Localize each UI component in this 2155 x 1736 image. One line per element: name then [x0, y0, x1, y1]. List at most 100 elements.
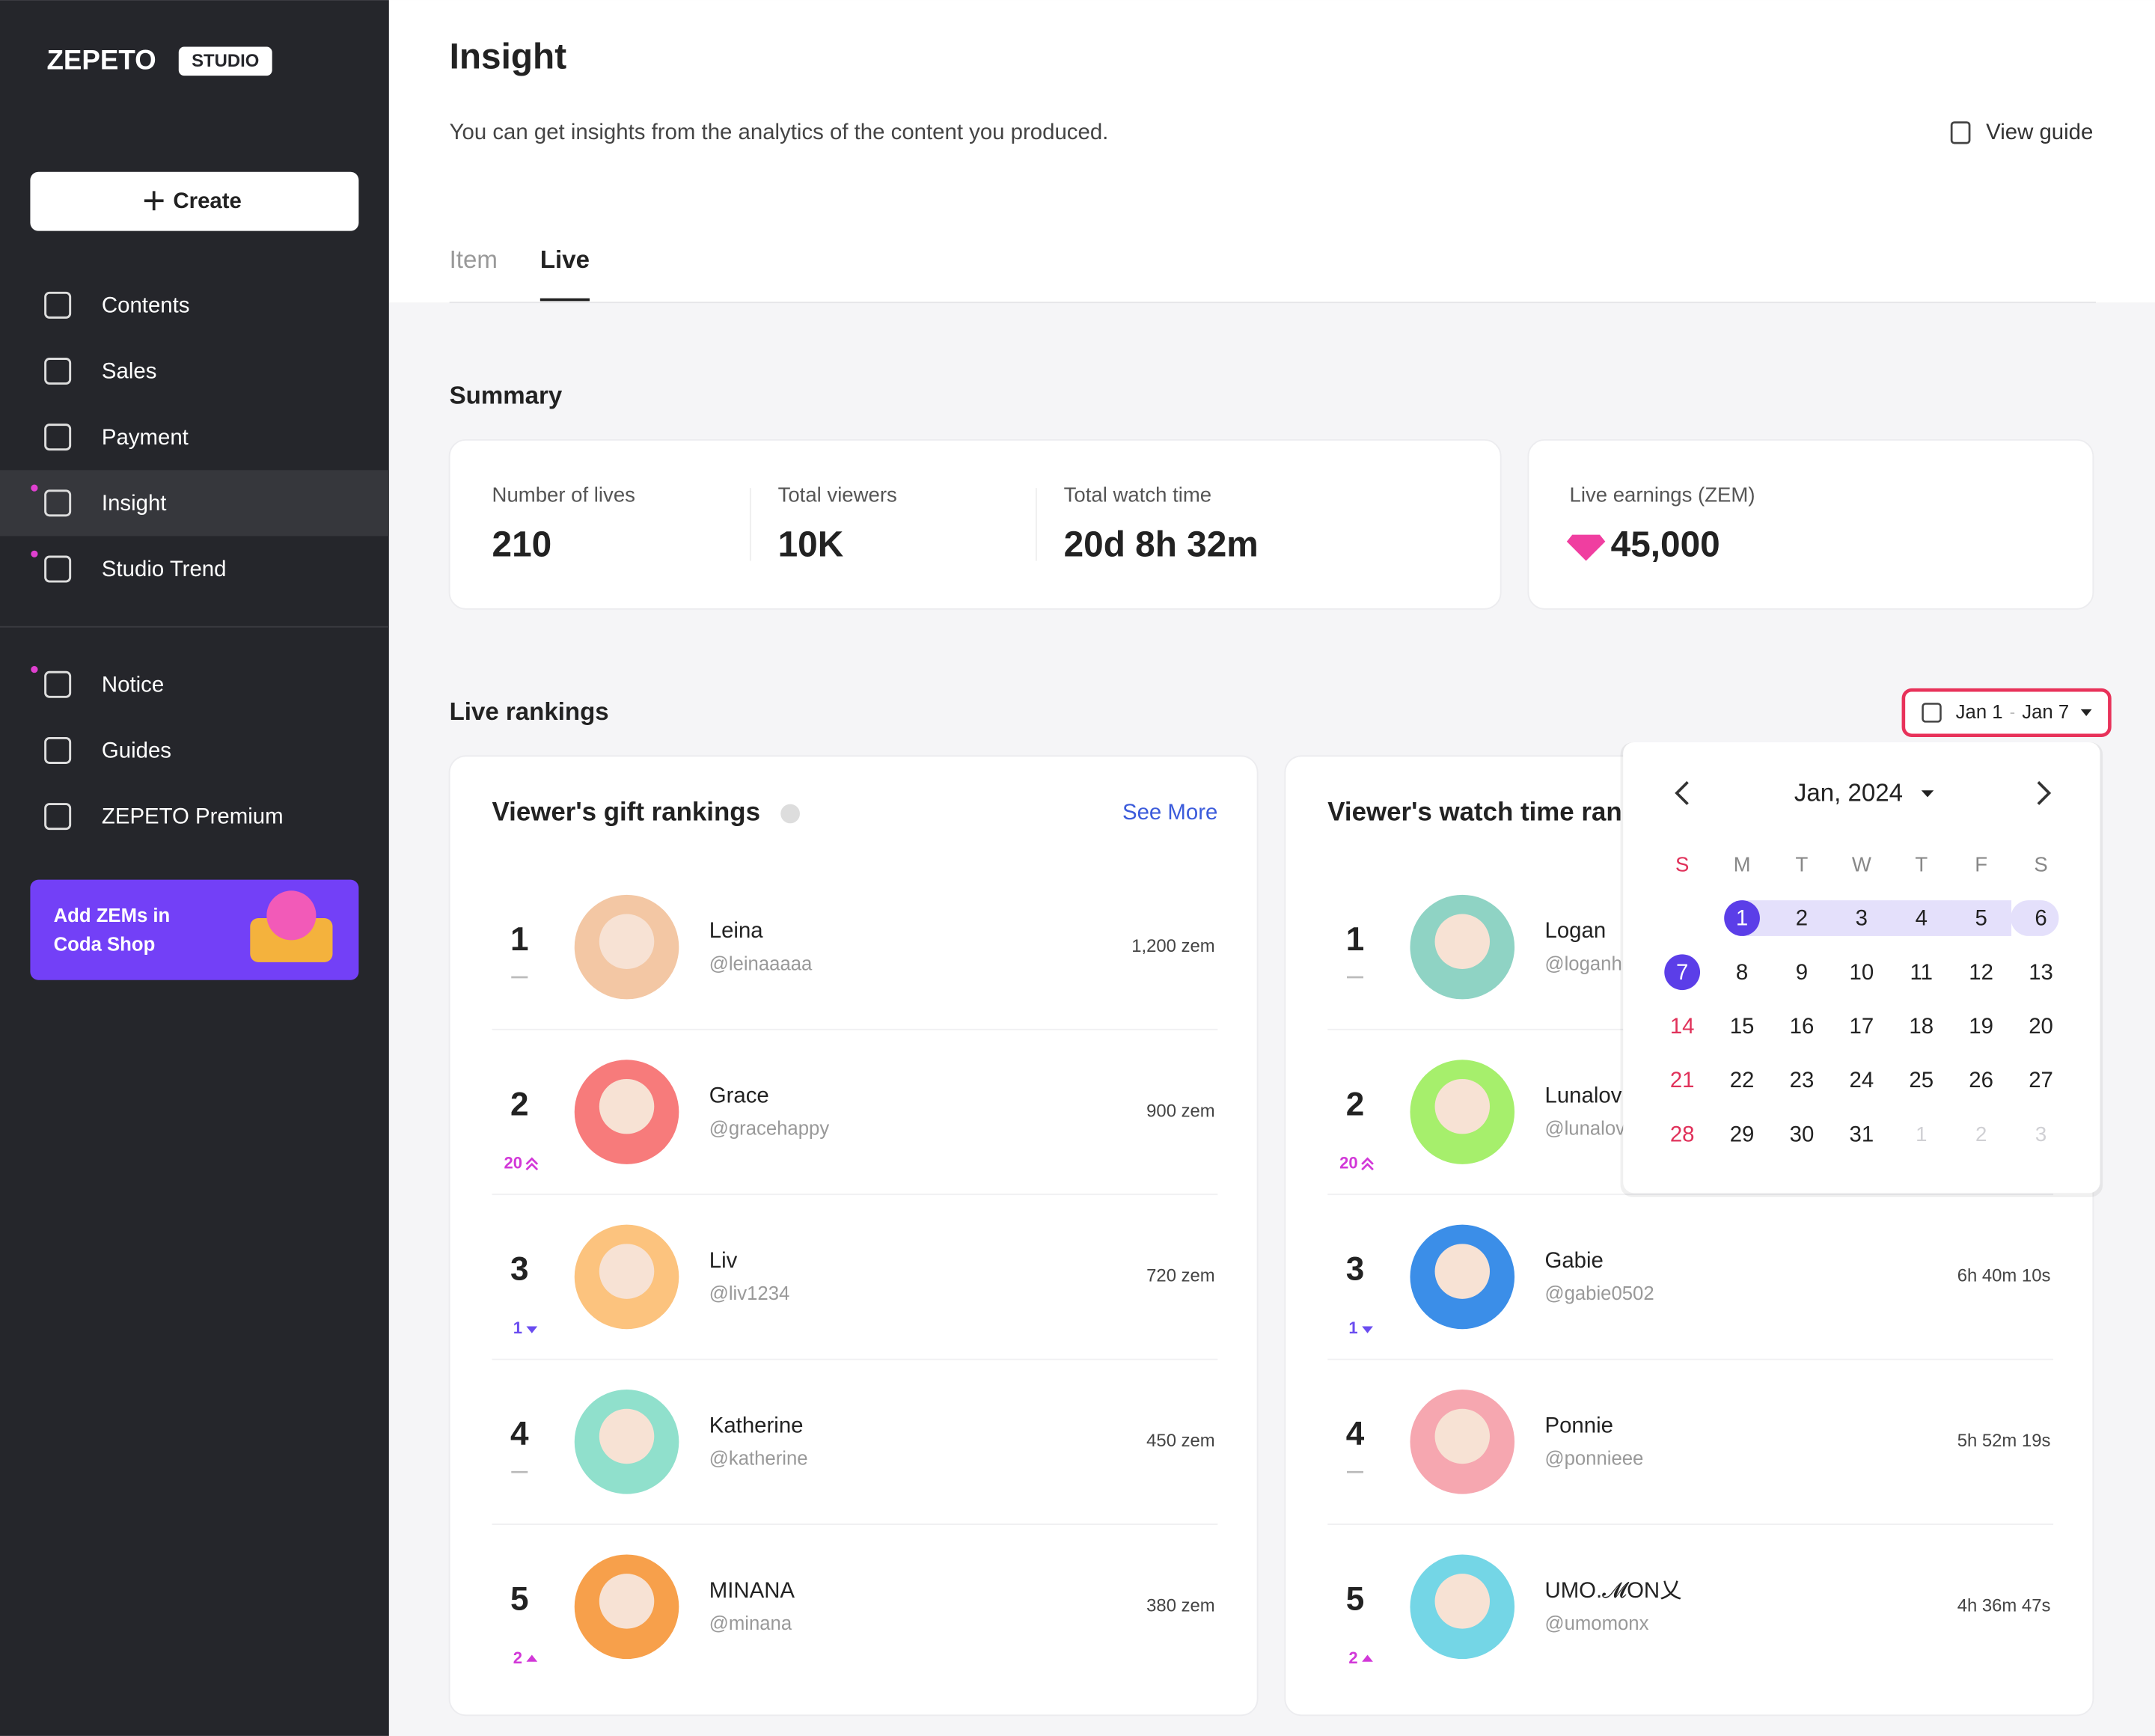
- nav-item[interactable]: ZEPETO Premium: [102, 804, 284, 829]
- range-highlight: [1891, 900, 1952, 936]
- calendar-day[interactable]: 12: [1969, 960, 1993, 985]
- avatar-face: [599, 1244, 655, 1299]
- trend-icon: [526, 1326, 538, 1333]
- nav-item[interactable]: Notice: [102, 672, 164, 697]
- calendar-day[interactable]: 7: [1676, 960, 1688, 985]
- calendar-day[interactable]: 21: [1670, 1068, 1695, 1092]
- rank: 4: [510, 1416, 529, 1452]
- stat-value: 210: [492, 525, 552, 565]
- calendar-day[interactable]: 13: [2029, 960, 2053, 985]
- calendar-day[interactable]: 2: [1796, 906, 1808, 931]
- rank: 3: [1346, 1251, 1365, 1288]
- rank: 1: [510, 921, 529, 958]
- viewer-handle: @leinaaaaa: [709, 953, 813, 974]
- calendar-day[interactable]: 29: [1730, 1122, 1755, 1146]
- viewer-name: Liv: [709, 1248, 738, 1273]
- range-highlight: [1951, 900, 2012, 936]
- weekday: S: [2034, 853, 2047, 876]
- date-separator: -: [2010, 703, 2015, 721]
- header-background: [388, 0, 2155, 303]
- calendar-day[interactable]: 19: [1969, 1014, 1993, 1039]
- calendar-day[interactable]: 28: [1670, 1122, 1695, 1146]
- range-highlight: [2011, 900, 2059, 936]
- nav-item[interactable]: Payment: [102, 425, 189, 450]
- next-month[interactable]: [2037, 780, 2052, 805]
- avatar-face: [599, 914, 655, 969]
- ranking-value: 1,200 zem: [1131, 936, 1214, 956]
- caret: [1921, 790, 1934, 798]
- calendar-day[interactable]: 3: [1856, 906, 1868, 931]
- info-icon: [780, 804, 800, 824]
- viewer-name: Leina: [709, 918, 764, 943]
- calendar-day[interactable]: 1: [1736, 906, 1748, 931]
- new-dot: [31, 484, 38, 492]
- calendar-day[interactable]: 30: [1790, 1122, 1815, 1146]
- weekday: W: [1852, 853, 1871, 876]
- panel-title: Viewer's gift rankings: [492, 798, 760, 827]
- avatar-face: [1434, 1408, 1491, 1464]
- viewer-name: Grace: [709, 1084, 769, 1108]
- trend-icon: [1361, 1157, 1374, 1171]
- nav-item[interactable]: Studio Trend: [102, 557, 227, 581]
- calendar-day[interactable]: 5: [1975, 906, 1987, 931]
- calendar-day[interactable]: 14: [1670, 1014, 1695, 1039]
- see-more[interactable]: See More: [1122, 800, 1217, 825]
- calendar-day[interactable]: 27: [2029, 1068, 2053, 1092]
- nav-item[interactable]: Guides: [102, 739, 171, 763]
- rank: 3: [510, 1251, 529, 1288]
- tab[interactable]: Live: [540, 246, 590, 274]
- viewer-handle: @loganh: [1544, 953, 1621, 974]
- nav-item[interactable]: Contents: [102, 293, 190, 317]
- rank: 1: [1346, 921, 1365, 958]
- calendar-day-faded: 1: [1916, 1122, 1927, 1146]
- tab[interactable]: Item: [450, 246, 498, 274]
- calendar-day[interactable]: 25: [1909, 1068, 1934, 1092]
- calendar-day[interactable]: 24: [1850, 1068, 1874, 1092]
- calendar-day[interactable]: 9: [1796, 960, 1808, 985]
- calendar-day[interactable]: 6: [2035, 906, 2047, 931]
- calendar-day[interactable]: 26: [1969, 1068, 1993, 1092]
- page-title: Insight: [450, 37, 567, 77]
- caret: [2080, 709, 2092, 717]
- new-dot: [31, 550, 38, 557]
- viewer-handle: @gabie0502: [1544, 1283, 1654, 1304]
- calendar-day[interactable]: 8: [1736, 960, 1748, 985]
- range-highlight: [1831, 900, 1892, 936]
- date-range-button[interactable]: [1901, 688, 2112, 738]
- avatar-face: [1434, 1078, 1491, 1134]
- create-button[interactable]: [30, 171, 359, 231]
- nav-item[interactable]: Sales: [102, 359, 156, 384]
- calendar-day[interactable]: 20: [2029, 1014, 2053, 1039]
- calendar-month[interactable]: Jan, 2024: [1794, 779, 1903, 807]
- calendar-day[interactable]: 15: [1730, 1014, 1755, 1039]
- rank-change: 20: [504, 1154, 522, 1173]
- nav-item[interactable]: Insight: [102, 491, 167, 516]
- date-end: Jan 7: [2022, 702, 2069, 723]
- weekday: M: [1734, 853, 1751, 876]
- calendar-day[interactable]: 10: [1850, 960, 1874, 985]
- calendar-day[interactable]: 17: [1850, 1014, 1874, 1039]
- create-label[interactable]: Create: [173, 189, 241, 213]
- plus-icon: [144, 191, 164, 211]
- ranking-value: 380 zem: [1146, 1596, 1215, 1616]
- promo-text: Coda Shop: [54, 935, 156, 956]
- calendar-day[interactable]: 16: [1790, 1014, 1815, 1039]
- view-guide[interactable]: View guide: [1986, 120, 2093, 144]
- rank: 5: [1346, 1581, 1365, 1618]
- rank: 2: [1346, 1086, 1365, 1122]
- calendar-day[interactable]: 18: [1909, 1014, 1934, 1039]
- calendar-day[interactable]: 22: [1730, 1068, 1755, 1092]
- calendar-day[interactable]: 11: [1910, 960, 1934, 985]
- nav-icon: [44, 803, 72, 831]
- calendar-day[interactable]: 23: [1790, 1068, 1815, 1092]
- viewer-handle: @katherine: [709, 1449, 808, 1470]
- calendar-day[interactable]: 31: [1850, 1122, 1874, 1146]
- weekday: T: [1796, 853, 1809, 876]
- promo-gems: [266, 890, 317, 941]
- rank-change: 2: [1348, 1648, 1357, 1667]
- calendar-day[interactable]: 4: [1916, 906, 1928, 931]
- prev-month[interactable]: [1675, 780, 1689, 805]
- nav-icon: [44, 555, 72, 583]
- viewer-name: Ponnie: [1544, 1413, 1613, 1437]
